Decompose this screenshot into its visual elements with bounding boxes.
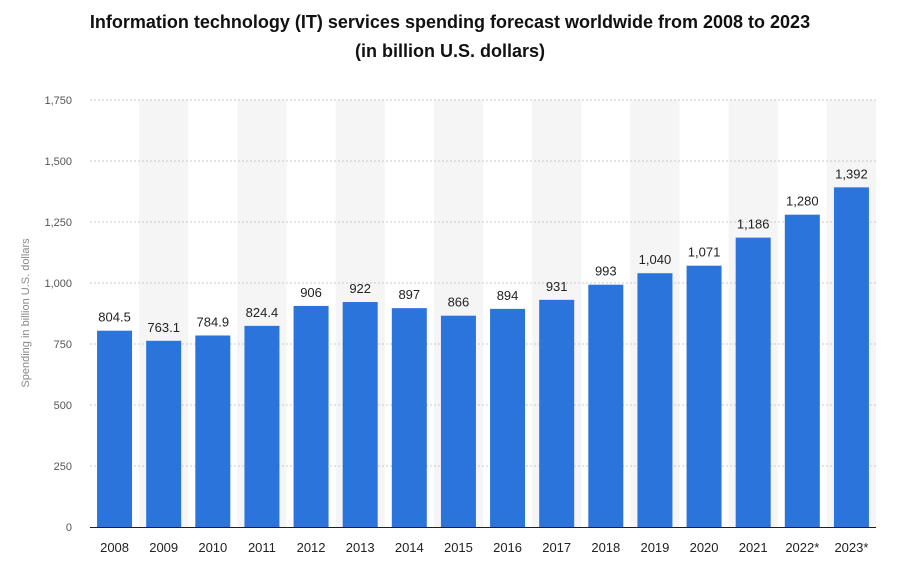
bar bbox=[588, 284, 624, 527]
x-tick-label: 2019 bbox=[640, 540, 669, 555]
data-labels: 804.5 763.1 784.9 824.4 906 922 897 866 894 931 99… bbox=[98, 166, 867, 334]
y-tick-label: 750 bbox=[54, 339, 72, 351]
data-label: 931 bbox=[546, 279, 568, 294]
bars bbox=[97, 187, 869, 528]
bar bbox=[244, 325, 280, 527]
bar bbox=[490, 308, 526, 527]
y-tick-label: 1,750 bbox=[44, 95, 72, 107]
data-label: 1,040 bbox=[639, 252, 672, 267]
bar bbox=[637, 273, 673, 527]
data-label: 1,071 bbox=[688, 245, 721, 260]
x-tick-label: 2008 bbox=[100, 540, 129, 555]
data-label: 897 bbox=[398, 287, 420, 302]
data-label: 824.4 bbox=[246, 305, 279, 320]
data-label: 784.9 bbox=[197, 314, 230, 329]
data-label: 922 bbox=[349, 281, 371, 296]
data-label: 894 bbox=[497, 288, 519, 303]
y-tick-label: 250 bbox=[54, 461, 72, 473]
data-label: 1,392 bbox=[835, 166, 868, 181]
x-axis: 2008 2009 2010 2011 2012 2013 2014 2015 2016 2017… bbox=[100, 540, 868, 555]
data-label: 763.1 bbox=[147, 320, 180, 335]
chart-title-line-2: (in billion U.S. dollars) bbox=[354, 41, 545, 61]
x-tick-label: 2018 bbox=[591, 540, 620, 555]
y-tick-label: 0 bbox=[66, 522, 72, 534]
y-axis-label: Spending in billion U.S. dollars bbox=[20, 238, 32, 388]
x-tick-label: 2022* bbox=[785, 540, 819, 555]
data-label: 906 bbox=[300, 285, 322, 300]
bar bbox=[735, 237, 771, 527]
bar bbox=[833, 187, 869, 528]
x-tick-label: 2023* bbox=[834, 540, 868, 555]
bar bbox=[146, 340, 182, 527]
bar bbox=[391, 308, 427, 527]
x-tick-label: 2012 bbox=[297, 540, 326, 555]
y-tick-label: 1,250 bbox=[44, 217, 72, 229]
x-tick-label: 2010 bbox=[198, 540, 227, 555]
x-tick-label: 2016 bbox=[493, 540, 522, 555]
x-tick-label: 2013 bbox=[346, 540, 375, 555]
y-tick-label: 500 bbox=[54, 400, 72, 412]
x-tick-label: 2011 bbox=[248, 540, 276, 555]
bar bbox=[342, 302, 378, 527]
chart-title: Information technology (IT) services spe… bbox=[0, 8, 900, 66]
gridlines bbox=[90, 99, 876, 467]
bar bbox=[195, 335, 231, 527]
y-axis: 0 250 500 750 1,000 1,250 1,500 1,750 bbox=[44, 95, 876, 534]
y-tick-label: 1,000 bbox=[44, 278, 72, 290]
data-label: 993 bbox=[595, 264, 617, 279]
data-label: 804.5 bbox=[98, 310, 131, 325]
x-tick-label: 2015 bbox=[444, 540, 473, 555]
x-tick-label: 2014 bbox=[395, 540, 424, 555]
bar bbox=[686, 265, 722, 527]
x-tick-label: 2009 bbox=[149, 540, 178, 555]
x-tick-label: 2021 bbox=[739, 540, 768, 555]
chart-title-line-1: Information technology (IT) services spe… bbox=[89, 12, 811, 32]
y-tick-label: 1,500 bbox=[44, 156, 72, 168]
bar bbox=[97, 330, 133, 527]
bar bbox=[440, 315, 476, 527]
data-label: 1,280 bbox=[786, 194, 819, 209]
bar bbox=[539, 299, 575, 527]
data-label: 866 bbox=[448, 295, 470, 310]
bar bbox=[293, 305, 329, 527]
x-tick-label: 2020 bbox=[690, 540, 719, 555]
x-tick-label: 2017 bbox=[542, 540, 571, 555]
bar bbox=[784, 214, 820, 527]
data-label: 1,186 bbox=[737, 217, 770, 232]
